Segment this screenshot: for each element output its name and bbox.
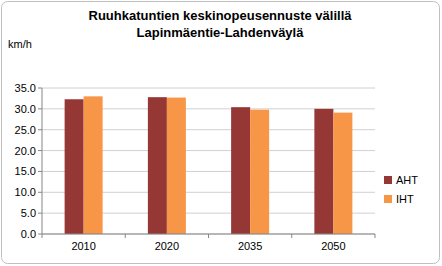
chart-container: Ruuhkatuntien keskinopeusennuste välillä… — [0, 0, 442, 266]
y-tick-label: 30.0 — [15, 103, 36, 115]
legend-label: AHT — [396, 174, 418, 186]
chart-svg: Ruuhkatuntien keskinopeusennuste välillä… — [0, 0, 442, 266]
y-tick — [38, 171, 42, 172]
x-tick-label: 2050 — [321, 240, 345, 252]
y-tick-label: 35.0 — [15, 82, 36, 94]
legend-swatch — [384, 195, 392, 203]
bar — [231, 107, 250, 234]
y-tick — [38, 88, 42, 89]
chart-border — [2, 2, 440, 264]
x-tick-label: 2020 — [155, 240, 179, 252]
y-tick-label: 10.0 — [15, 186, 36, 198]
x-axis — [42, 234, 375, 235]
x-tick-label: 2010 — [71, 240, 95, 252]
x-tick — [42, 234, 43, 238]
legend-label: IHT — [396, 193, 414, 205]
y-tick-label: 5.0 — [21, 207, 36, 219]
bar — [84, 96, 103, 234]
y-tick-label: 15.0 — [15, 165, 36, 177]
y-tick — [38, 192, 42, 193]
y-tick-label: 20.0 — [15, 145, 36, 157]
bar — [250, 110, 269, 234]
y-tick-label: 25.0 — [15, 124, 36, 136]
y-tick — [38, 213, 42, 214]
grid-line — [42, 88, 375, 89]
grid-line — [42, 234, 375, 235]
y-tick-label: 0.0 — [21, 228, 36, 240]
title: Ruuhkatuntien keskinopeusennuste välillä… — [89, 8, 353, 40]
bar — [167, 98, 186, 234]
x-tick — [208, 234, 209, 238]
y-axis — [42, 88, 43, 234]
bar — [333, 113, 352, 234]
x-tick — [125, 234, 126, 238]
x-tick-label: 2035 — [238, 240, 262, 252]
y-axis-label: km/h — [8, 38, 32, 50]
title-line: Ruuhkatuntien keskinopeusennuste välillä — [89, 8, 353, 23]
x-tick — [291, 234, 292, 238]
y-tick — [38, 150, 42, 151]
y-tick — [38, 234, 42, 235]
bars — [65, 96, 353, 234]
bar — [148, 97, 167, 234]
bar — [314, 109, 333, 234]
title-line: Lapinmäentie-Lahdenväylä — [137, 25, 305, 40]
y-tick — [38, 108, 42, 109]
y-tick — [38, 129, 42, 130]
bar — [65, 99, 84, 234]
legend-swatch — [384, 176, 392, 184]
x-tick — [375, 234, 376, 238]
